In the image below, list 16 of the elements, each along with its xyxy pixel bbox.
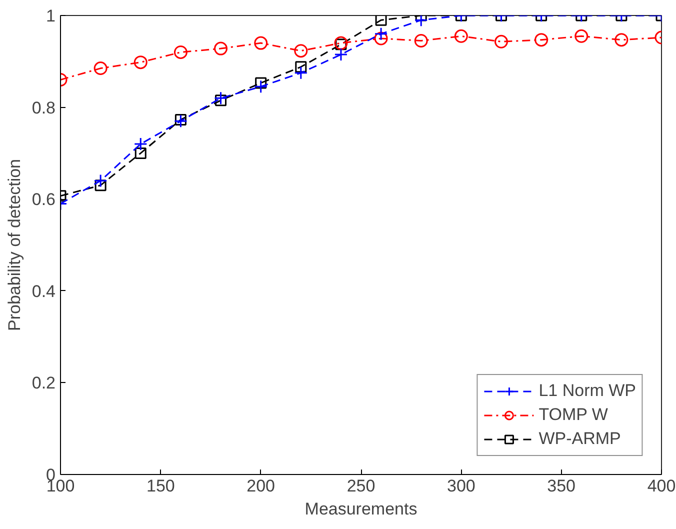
x-tick-label: 350 [547, 476, 576, 496]
y-tick-label: 0.6 [32, 190, 56, 210]
y-axis-title: Probability of detection [4, 158, 24, 331]
legend-label: L1 Norm WP [538, 381, 636, 401]
x-tick-label: 300 [446, 476, 476, 496]
y-tick-label: 1 [46, 6, 56, 26]
x-tick-label: 150 [146, 476, 175, 496]
x-tick-label: 400 [647, 476, 676, 496]
legend-label: TOMP W [538, 405, 608, 425]
y-tick-label: 0.8 [32, 98, 56, 118]
x-tick-label: 200 [246, 476, 276, 496]
x-tick-label: 250 [346, 476, 376, 496]
x-axis-title: Measurements [304, 500, 418, 518]
legend-label: WP-ARMP [538, 429, 621, 449]
y-tick-label: 0.2 [32, 374, 56, 393]
y-tick-label: 0.4 [32, 282, 56, 301]
